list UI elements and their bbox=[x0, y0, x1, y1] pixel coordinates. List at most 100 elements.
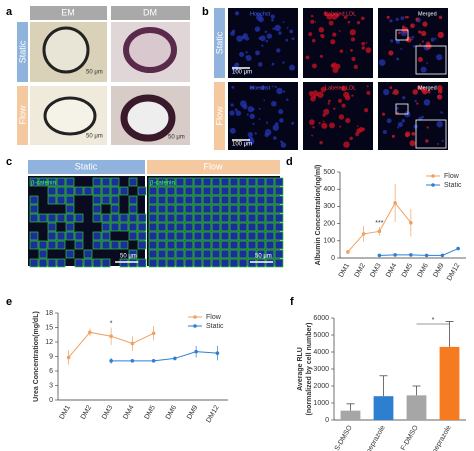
bar bbox=[373, 396, 394, 420]
cell bbox=[367, 50, 370, 53]
cell bbox=[350, 37, 356, 42]
cell bbox=[220, 213, 230, 223]
point bbox=[109, 334, 113, 339]
cell bbox=[270, 100, 277, 107]
cell bbox=[238, 186, 248, 196]
cell bbox=[326, 13, 333, 20]
x-tick-label: DM5 bbox=[144, 404, 158, 420]
point bbox=[409, 220, 413, 225]
cell bbox=[256, 186, 266, 196]
cell bbox=[148, 195, 158, 205]
cell bbox=[175, 231, 185, 241]
header: Static bbox=[75, 161, 98, 171]
cell bbox=[211, 240, 221, 250]
cell bbox=[349, 136, 353, 141]
cell bbox=[65, 249, 75, 259]
cell bbox=[419, 43, 422, 46]
cell bbox=[83, 249, 93, 259]
cell bbox=[220, 231, 230, 241]
cell bbox=[211, 213, 221, 223]
point bbox=[130, 341, 135, 346]
cell bbox=[322, 120, 325, 123]
cell bbox=[337, 98, 342, 103]
cell bbox=[353, 64, 358, 70]
cell bbox=[395, 106, 399, 110]
y-tick-label: 300 bbox=[323, 203, 335, 210]
cell bbox=[247, 131, 253, 138]
cell bbox=[249, 113, 255, 119]
side-box bbox=[17, 22, 28, 82]
y-axis-title: Average RLU bbox=[297, 347, 304, 391]
bar bbox=[340, 410, 361, 420]
point bbox=[377, 229, 382, 234]
cell bbox=[220, 258, 230, 268]
y-tick-label: 500 bbox=[323, 169, 335, 176]
cell bbox=[343, 15, 348, 19]
cell bbox=[202, 177, 212, 187]
x-tick-label: DM3 bbox=[101, 404, 115, 420]
cell bbox=[282, 21, 285, 24]
cell bbox=[47, 186, 57, 196]
cell bbox=[101, 222, 111, 232]
cell bbox=[258, 62, 263, 67]
cell bbox=[193, 213, 203, 223]
cell bbox=[270, 14, 275, 19]
cell bbox=[242, 104, 248, 110]
cell bbox=[148, 213, 158, 223]
cell bbox=[157, 177, 167, 187]
header-box bbox=[30, 6, 107, 20]
cell bbox=[310, 19, 315, 24]
cell bbox=[341, 85, 347, 92]
cell bbox=[266, 33, 273, 39]
cell bbox=[56, 258, 66, 268]
inset bbox=[395, 103, 409, 115]
cell bbox=[338, 30, 341, 32]
cell bbox=[274, 231, 284, 241]
cell bbox=[119, 186, 129, 196]
cell bbox=[184, 231, 194, 241]
cell bbox=[265, 177, 275, 187]
cell bbox=[234, 11, 240, 16]
cell bbox=[386, 15, 390, 19]
x-tick-label: S-omeprazole bbox=[359, 424, 387, 451]
x-tick-label: DM5 bbox=[401, 262, 415, 278]
cell bbox=[396, 126, 400, 129]
cell bbox=[349, 29, 356, 36]
cell bbox=[397, 121, 403, 128]
cell bbox=[238, 240, 248, 250]
channel-label: Labeled LDL bbox=[325, 11, 356, 17]
y-tick-label: 4000 bbox=[313, 349, 329, 356]
cell bbox=[202, 231, 212, 241]
cell bbox=[381, 112, 386, 116]
cell bbox=[409, 140, 416, 147]
cell bbox=[343, 141, 350, 148]
cell bbox=[265, 195, 275, 205]
cell bbox=[83, 186, 93, 196]
cell bbox=[184, 204, 194, 214]
cell bbox=[202, 213, 212, 223]
cell bbox=[166, 258, 176, 268]
point bbox=[424, 253, 429, 258]
x-tick-label: DM2 bbox=[80, 404, 94, 420]
cell bbox=[361, 16, 365, 21]
cell bbox=[184, 240, 194, 250]
cell bbox=[230, 31, 235, 36]
cell bbox=[389, 19, 393, 23]
cell bbox=[166, 195, 176, 205]
cell bbox=[254, 132, 257, 135]
cell bbox=[272, 124, 279, 131]
cell bbox=[291, 37, 295, 41]
cell bbox=[229, 186, 239, 196]
point bbox=[377, 253, 382, 258]
cell bbox=[101, 258, 111, 268]
cell bbox=[184, 258, 194, 268]
channel-label: Labeled LDL bbox=[325, 85, 356, 91]
cell bbox=[229, 213, 239, 223]
cell bbox=[274, 24, 281, 32]
cell bbox=[65, 222, 75, 232]
header-box bbox=[147, 160, 280, 174]
cell bbox=[245, 55, 252, 61]
cell bbox=[329, 122, 336, 129]
cell bbox=[128, 231, 138, 241]
panel-label: f bbox=[290, 296, 294, 308]
